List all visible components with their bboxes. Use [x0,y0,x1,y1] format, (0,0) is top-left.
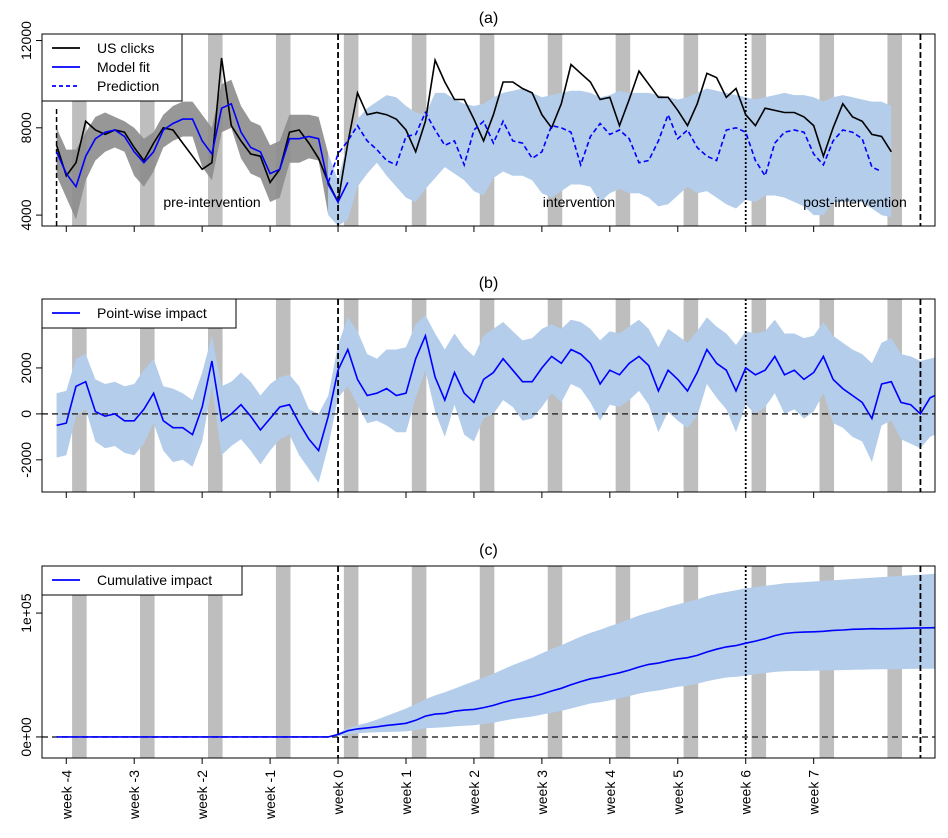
weekend-band [275,566,291,758]
y-tick-label: 0e+00 [18,717,34,757]
y-tick-label: 12000 [18,21,34,60]
plot-frame [41,33,936,227]
x-tick-label: week -2 [194,770,210,820]
y-tick-label: -2000 [18,442,34,478]
weekend-band [140,566,155,758]
x-tick-label: week 1 [398,770,414,816]
observed-line [55,57,892,205]
legend-label: Model fit [97,59,150,75]
prediction-line [327,110,882,183]
x-tick-label: week -1 [262,770,278,820]
legend-label: Point-wise impact [97,305,207,321]
x-tick-label: week 0 [330,770,346,816]
x-tick-label: week 2 [466,770,482,816]
y-tick-label: 2000 [18,352,34,383]
y-tick-label: 8000 [18,112,34,143]
x-tick-label: week 6 [738,770,754,816]
phase-label: pre-intervention [163,194,260,210]
plot-frame [41,298,936,493]
series-line [56,626,935,738]
model-fit-line [55,102,349,204]
phase-label: intervention [543,194,615,210]
y-tick-label: 4000 [18,199,34,230]
legend-label: US clicks [97,40,155,56]
y-tick-label: 0 [18,410,34,418]
credible-band-pre [56,79,329,220]
plot-area [42,566,935,758]
phase-label: post-intervention [803,194,907,210]
x-tick-label: week 7 [806,770,822,816]
legend-label: Cumulative impact [97,572,212,588]
x-tick-label: week 3 [534,770,550,816]
weekend-band [343,566,359,758]
x-axis-labels: week -4 week -3 week -2 week -1 week 0 week 1… [58,770,821,820]
weekend-band [479,566,495,758]
x-tick-label: week 4 [602,770,618,816]
credible-band-post [328,88,892,226]
plot-area [55,34,922,226]
plot-area [42,299,935,492]
panel-c: (c) 0e+00 1e+05 Cumulative impact [18,542,936,764]
panel-title: (b) [479,275,499,292]
panel-title: (c) [479,542,498,559]
weekend-band [207,566,223,758]
x-tick-label: week 5 [670,770,686,816]
panel-title: (a) [479,10,499,27]
x-tick-label: week -4 [58,770,74,820]
credible-band [56,573,935,737]
weekend-band [72,566,87,758]
plot-frame [41,565,936,759]
credible-band [56,315,935,483]
panel-a: (a) 4000 8000 12000 US clicks Model fit Predic… [18,10,936,232]
y-tick-label: 1e+05 [18,593,34,633]
x-tick-label: week -3 [126,770,142,820]
panel-b: (b) -2000 0 2000 Point-wise impact [18,275,936,498]
legend-label: Prediction [97,78,159,94]
series-line [56,333,935,453]
